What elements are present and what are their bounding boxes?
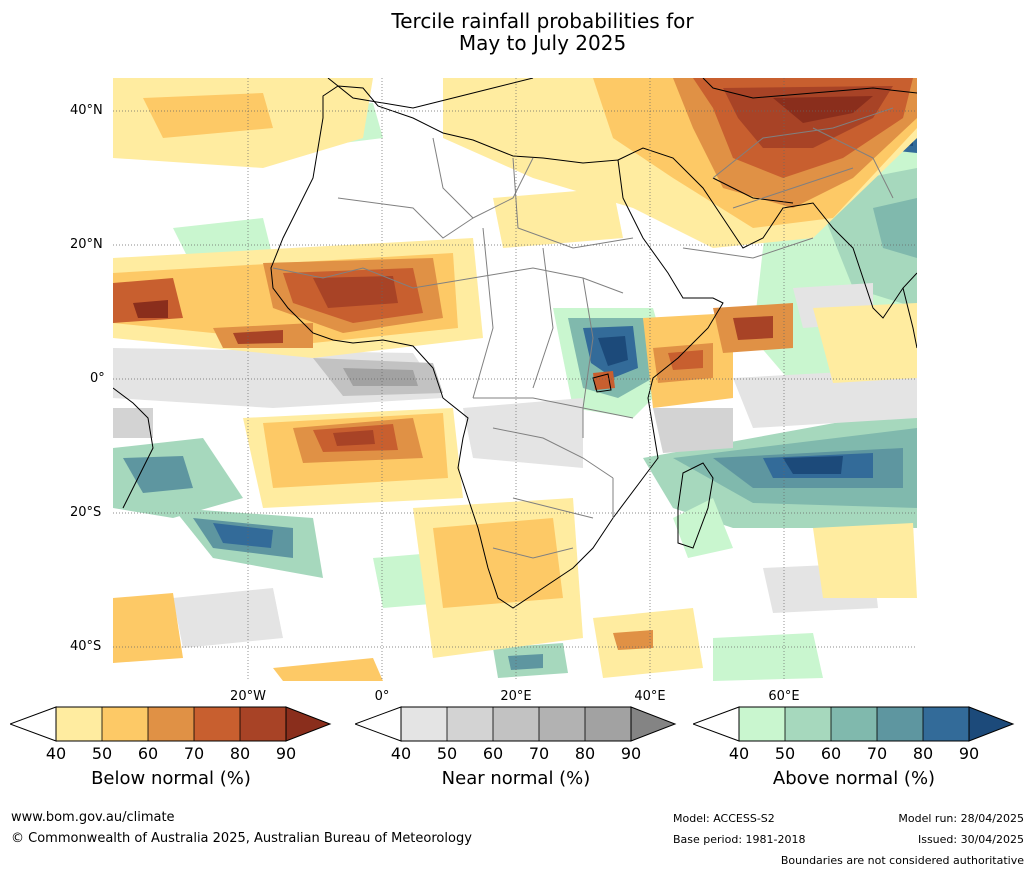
colorbar-swatch: [447, 707, 493, 741]
colorbar-tick: 60: [482, 744, 504, 763]
lon-label: 20°E: [500, 689, 532, 704]
lat-label: 20°N: [70, 237, 103, 252]
lon-label: 0°: [374, 689, 390, 704]
colorbar-tick: 80: [912, 744, 934, 763]
title-line-1: Tercile rainfall probabilities for: [391, 9, 694, 33]
model-run-date: Model run: 28/04/2025: [898, 812, 1024, 825]
lat-label: 20°S: [70, 505, 102, 520]
colorbar-tick: 50: [436, 744, 458, 763]
colorbar-max-arrow: [630, 706, 677, 742]
colorbar-swatch: [148, 707, 194, 741]
colorbar-swatch: [493, 707, 539, 741]
copyright-text: © Commonwealth of Australia 2025, Austra…: [11, 831, 472, 846]
colorbar-swatch: [739, 707, 785, 741]
colorbar-tick: 70: [528, 744, 550, 763]
country-borders: [272, 107, 894, 559]
colorbar-swatch: [539, 707, 585, 741]
model-name: Model: ACCESS-S2: [673, 812, 775, 825]
colorbar-swatch: [401, 707, 447, 741]
colorbar-tick: 50: [91, 744, 113, 763]
colorbar-min-arrow: [693, 706, 740, 742]
colorbar-swatch: [240, 707, 286, 741]
colorbar-tick: 90: [958, 744, 980, 763]
lon-label: 40°E: [634, 689, 666, 704]
website-link[interactable]: www.bom.gov.au/climate: [11, 810, 175, 825]
above-normal-label: Above normal (%): [772, 768, 936, 789]
colorbar-tick: 80: [229, 744, 251, 763]
colorbar-tick: 40: [390, 744, 412, 763]
colorbar-tick: 60: [820, 744, 842, 763]
colorbar-tick: 40: [728, 744, 750, 763]
lat-label: 40°N: [70, 103, 103, 118]
colorbar-min-arrow: [355, 706, 402, 742]
below-normal-label: Below normal (%): [91, 768, 251, 789]
colorbar-tick: 80: [574, 744, 596, 763]
colorbar-swatch: [831, 707, 877, 741]
lon-label: 60°E: [768, 689, 800, 704]
colorbar-max-arrow: [285, 706, 332, 742]
colorbar-swatch: [102, 707, 148, 741]
base-period: Base period: 1981-2018: [673, 833, 806, 846]
rainfall-probability-map: [113, 78, 917, 681]
map-title: Tercile rainfall probabilities for May t…: [0, 10, 1035, 54]
colorbar-max-arrow: [968, 706, 1015, 742]
colorbar-tick: 40: [45, 744, 67, 763]
colorbar-swatch: [585, 707, 631, 741]
lat-label: 40°S: [70, 639, 102, 654]
near-normal-regions: [113, 283, 917, 648]
above-normal-colorbar: [693, 706, 1015, 742]
colorbar-tick: 90: [620, 744, 642, 763]
graticule: [113, 78, 917, 681]
colorbar-tick: 70: [866, 744, 888, 763]
colorbar-swatch: [194, 707, 240, 741]
lat-label: 0°: [90, 371, 105, 386]
colorbar-tick: 50: [774, 744, 796, 763]
boundaries-disclaimer: Boundaries are not considered authoritat…: [780, 854, 1024, 867]
colorbar-tick: 60: [137, 744, 159, 763]
near-normal-label: Near normal (%): [441, 768, 591, 789]
coastlines: [113, 78, 917, 609]
lon-label: 20°W: [230, 689, 266, 704]
colorbar-swatch: [56, 707, 102, 741]
title-line-2: May to July 2025: [458, 31, 627, 55]
colorbar-min-arrow: [10, 706, 57, 742]
colorbar-swatch: [785, 707, 831, 741]
near-normal-colorbar: [355, 706, 677, 742]
colorbar-swatch: [923, 707, 969, 741]
issued-date: Issued: 30/04/2025: [917, 833, 1024, 846]
colorbar-tick: 70: [183, 744, 205, 763]
colorbar-tick: 90: [275, 744, 297, 763]
below-normal-colorbar: [10, 706, 332, 742]
colorbar-swatch: [877, 707, 923, 741]
